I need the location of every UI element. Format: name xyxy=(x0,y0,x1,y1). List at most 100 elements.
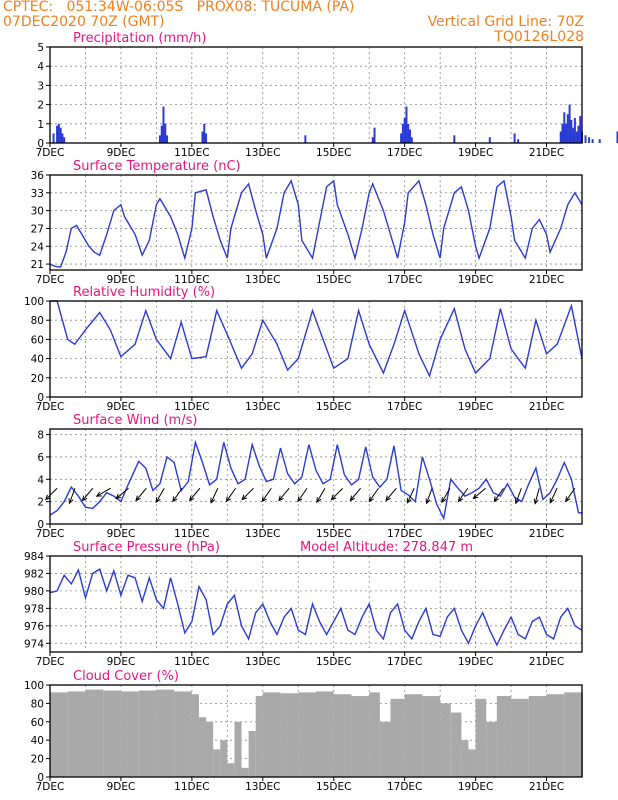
cloud-bar xyxy=(241,767,249,777)
x-tick-label: 11DEC xyxy=(174,528,209,540)
precip-bar xyxy=(588,137,591,143)
wind-arrow xyxy=(565,487,576,502)
cloud-bar xyxy=(333,694,352,777)
precip-bar xyxy=(371,137,374,143)
precip-bar xyxy=(570,119,573,143)
wind-arrow xyxy=(406,488,415,503)
x-tick-label: 7DEC xyxy=(36,781,65,793)
wind-arrow xyxy=(349,487,362,501)
cloud-bar xyxy=(440,703,451,777)
x-tick-label: 9DEC xyxy=(107,147,136,159)
wind-arrow xyxy=(458,487,469,502)
wind-arrow-head xyxy=(349,495,356,502)
precip-panel: Precipitation (mm/h) 0 1 2 3 4 5 7DEC 9DEC 11DEC 1… xyxy=(36,31,618,159)
y-tick-label: 20 xyxy=(31,373,44,385)
x-tick-label: 17DEC xyxy=(387,656,422,668)
rh-line xyxy=(50,300,583,378)
wind-arrow-head xyxy=(330,494,337,501)
cloud-bar xyxy=(511,698,529,777)
precip-bar xyxy=(598,139,601,143)
x-tick-label: 7DEC xyxy=(36,656,65,668)
y-tick-label: 36 xyxy=(31,170,45,182)
y-tick-label: 60 xyxy=(31,717,44,729)
precip-bar xyxy=(166,135,169,143)
precip-bar xyxy=(573,118,576,143)
wind-arrow xyxy=(155,487,165,503)
y-tick-label: 984 xyxy=(24,551,44,563)
precip-bar xyxy=(401,123,404,143)
precip-bar xyxy=(453,135,456,143)
precip-bar xyxy=(205,133,208,143)
cloud-bar xyxy=(67,691,86,777)
wind-arrow xyxy=(331,487,344,500)
precip-bar xyxy=(561,123,564,143)
y-tick-label: 978 xyxy=(24,603,44,615)
cloud-bar xyxy=(255,696,263,777)
y-tick-label: 5 xyxy=(37,42,44,54)
wind-title: Surface Wind (m/s) xyxy=(73,413,197,428)
x-tick-label: 9DEC xyxy=(107,274,136,286)
x-tick-label: 13DEC xyxy=(245,147,280,159)
cloud-bar xyxy=(50,692,68,777)
x-tick-label: 17DEC xyxy=(387,274,422,286)
cloud-bar xyxy=(486,721,497,777)
precip-bar xyxy=(162,106,165,143)
wind-arrow xyxy=(226,487,237,502)
y-tick-label: 980 xyxy=(24,586,44,598)
x-tick-label: 21DEC xyxy=(529,781,564,793)
pressure-line xyxy=(49,568,583,647)
wind-arrow xyxy=(241,487,254,500)
precip-bar xyxy=(577,125,580,143)
precip-bar xyxy=(565,123,568,143)
wind-arrow xyxy=(515,488,522,504)
wind-arrow xyxy=(210,488,219,503)
wind-arrow xyxy=(316,487,326,503)
precip-bar xyxy=(579,116,582,143)
cloud-bar xyxy=(369,692,380,777)
precip-bar xyxy=(575,131,578,143)
cloud-bar xyxy=(450,712,462,777)
cloud-panel: Cloud Cover (%) 0 20 40 60 80 100 7DEC 9DEC 11DEC… xyxy=(24,669,583,793)
y-tick-label: 0 xyxy=(37,519,44,531)
cloud-bar xyxy=(198,717,207,777)
cloud-bar xyxy=(248,731,256,777)
y-tick-label: 24 xyxy=(31,241,45,253)
x-tick-label: 19DEC xyxy=(458,781,493,793)
cloud-bar xyxy=(262,692,281,777)
y-tick-label: 0 xyxy=(37,138,44,150)
cloud-bar xyxy=(528,696,547,777)
precip-bar xyxy=(563,112,566,143)
y-tick-label: 27 xyxy=(31,223,44,235)
wind-arrow xyxy=(45,487,58,500)
precip-bar xyxy=(559,131,562,143)
cloud-bar xyxy=(564,692,582,777)
wind-arrow xyxy=(473,487,486,499)
pressure-annotation: Model Altitude: 278.847 m xyxy=(300,540,473,555)
precip-bar xyxy=(57,123,60,143)
x-tick-label: 15DEC xyxy=(316,401,351,413)
wind-arrow xyxy=(115,487,129,499)
cloud-bar xyxy=(280,693,299,777)
cloud-bar xyxy=(156,689,175,777)
precip-title: Precipitation (mm/h) xyxy=(73,31,206,46)
pressure-panel: Surface Pressure (hPa) Model Altitude: 27… xyxy=(24,540,583,668)
cloud-title: Cloud Cover (%) xyxy=(73,669,179,684)
x-tick-label: 15DEC xyxy=(316,781,351,793)
cloud-bar xyxy=(468,749,476,777)
wind-arrow-head xyxy=(81,495,88,502)
cloud-bar xyxy=(390,698,405,777)
wind-arrow-head xyxy=(68,498,74,505)
precip-bar xyxy=(164,123,167,143)
cloud-bar xyxy=(220,740,228,777)
precip-bar xyxy=(591,139,594,143)
x-tick-label: 21DEC xyxy=(529,656,564,668)
cloud-bar xyxy=(546,694,565,777)
x-tick-label: 7DEC xyxy=(36,401,65,413)
y-tick-label: 0 xyxy=(37,392,44,404)
x-tick-label: 19DEC xyxy=(458,274,493,286)
y-tick-label: 30 xyxy=(31,206,44,218)
precip-bar xyxy=(410,137,413,143)
wind-arrow-head xyxy=(472,493,479,500)
x-tick-label: 7DEC xyxy=(36,147,65,159)
